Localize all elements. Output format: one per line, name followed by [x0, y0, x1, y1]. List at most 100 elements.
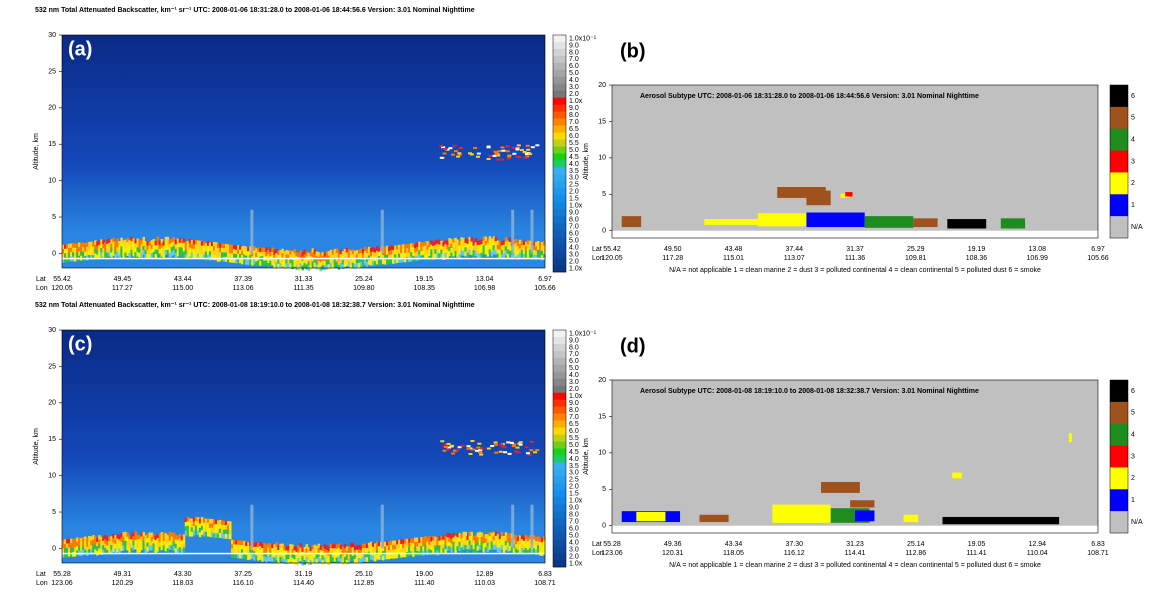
curtain-pixel — [273, 557, 276, 563]
cloud-pixel — [497, 150, 502, 153]
curtain-pixel — [94, 536, 97, 542]
curtain-pixel — [142, 531, 146, 537]
curtain-pixel — [540, 542, 544, 548]
curtain-pixel — [466, 548, 470, 554]
curtain-pixel — [216, 529, 220, 535]
curtain-pixel — [285, 250, 288, 255]
curtain-pixel — [184, 526, 188, 532]
curtain-pixel — [440, 249, 443, 255]
curtain-pixel — [68, 256, 71, 262]
curtain-pixel — [106, 541, 109, 547]
curtain-pixel — [231, 544, 234, 550]
curtain-pixel — [303, 262, 307, 268]
curtain-pixel — [420, 550, 423, 556]
curtain-pixel — [132, 238, 135, 244]
curtain-pixel — [62, 539, 65, 545]
curtain-pixel — [408, 542, 411, 548]
curtain-pixel — [180, 540, 184, 546]
curtain-pixel — [293, 554, 296, 560]
curtain-pixel — [206, 250, 210, 256]
curtain-pixel — [293, 262, 296, 267]
curtain-pixel — [198, 249, 202, 255]
curtain-pixel — [478, 249, 482, 254]
curtain-pixel — [218, 243, 222, 249]
colorbar-cell — [553, 104, 566, 112]
lon-value: 111.35 — [293, 285, 313, 292]
curtain-pixel — [430, 537, 433, 542]
curtain-pixel — [488, 544, 492, 550]
curtain-pixel — [134, 247, 137, 253]
curtain-pixel — [540, 546, 544, 552]
curtain-pixel — [273, 254, 276, 260]
curtain-pixel — [498, 254, 502, 260]
curtain-pixel — [88, 535, 91, 541]
curtain-pixel — [136, 251, 139, 257]
curtain-pixel — [138, 252, 141, 258]
curtain-pixel — [538, 242, 542, 248]
curtain-pixel — [345, 261, 349, 267]
lat-value: 12.94 — [1028, 541, 1046, 548]
lon-value: 108.36 — [966, 255, 988, 262]
curtain-pixel — [315, 545, 319, 551]
curtain-pixel — [406, 543, 409, 549]
curtain-pixel — [542, 544, 546, 550]
curtain-pixel — [434, 549, 437, 555]
aerosol-patch — [864, 216, 914, 228]
cloud-pixel — [505, 150, 510, 153]
curtain-pixel — [396, 553, 399, 559]
curtain-pixel — [452, 242, 455, 248]
curtain-pixel — [124, 540, 127, 546]
colorbar-frame — [552, 329, 567, 568]
curtain-pixel — [359, 261, 363, 267]
colorbar-cell — [553, 364, 566, 373]
curtain-pixel — [289, 258, 292, 264]
curtain-pixel — [359, 257, 363, 263]
curtain-pixel — [277, 259, 280, 265]
curtain-pixel — [104, 246, 107, 252]
curtain-pixel — [369, 546, 373, 551]
curtain-pixel — [524, 254, 528, 260]
curtain-pixel — [200, 525, 204, 531]
curtain-pixel — [80, 251, 83, 257]
cloud-pixel — [535, 144, 540, 147]
curtain-pixel — [154, 540, 158, 545]
curtain-pixel — [144, 245, 148, 251]
curtain-pixel — [158, 244, 162, 250]
curtain-pixel — [245, 541, 248, 547]
curtain-pixel — [116, 251, 119, 257]
lon-value: 120.29 — [112, 580, 134, 587]
curtain-pixel — [220, 533, 224, 539]
curtain-pixel — [538, 546, 542, 552]
curtain-pixel — [210, 246, 214, 252]
curtain-pixel — [269, 547, 272, 553]
cloud-pixel — [493, 150, 498, 153]
curtain-pixel — [144, 535, 148, 541]
curtain-pixel — [188, 523, 192, 528]
cloud-pixel — [470, 439, 475, 442]
curtain-pixel — [472, 544, 476, 550]
lon-value: 123.06 — [51, 580, 73, 587]
curtain-pixel — [323, 548, 327, 554]
curtain-pixel — [392, 258, 395, 264]
curtain-pixel — [172, 241, 176, 247]
curtain-pixel — [446, 240, 449, 246]
curtain-pixel — [206, 254, 210, 260]
colorbar-cell — [553, 146, 566, 154]
curtain-pixel — [386, 245, 389, 251]
curtain-pixel — [241, 544, 244, 550]
cloud-pixel — [493, 443, 498, 446]
curtain-pixel — [271, 251, 274, 257]
curtain-pixel — [484, 245, 488, 251]
curtain-pixel — [327, 251, 331, 257]
curtain-pixel — [309, 260, 313, 266]
curtain-pixel — [522, 249, 526, 255]
curtain-pixel — [492, 531, 496, 537]
curtain-pixel — [170, 536, 174, 542]
colorbar-cell — [553, 90, 566, 99]
curtain-pixel — [347, 262, 351, 268]
curtain-pixel — [249, 550, 252, 556]
curtain-pixel — [468, 536, 472, 542]
curtain-pixel — [100, 252, 103, 258]
curtain-pixel — [267, 258, 270, 264]
